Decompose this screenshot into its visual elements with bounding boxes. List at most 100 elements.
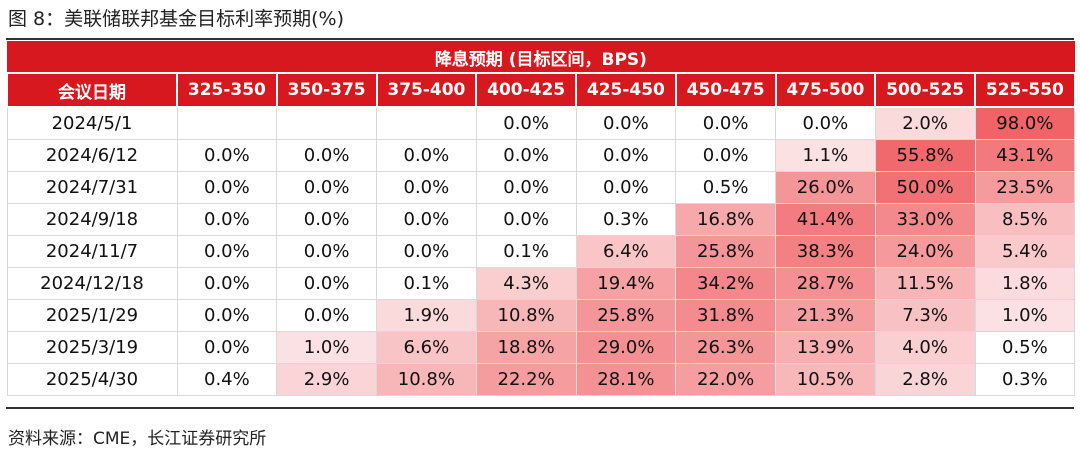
table-row: 2024/5/1 0.0% 0.0% 0.0% 0.0% 2.0% 98.0%	[6, 106, 1076, 140]
column-header-range: 450-475	[674, 72, 777, 108]
table-row: 2024/7/31 0.0% 0.0% 0.0% 0.0% 0.0% 0.5% 26.0% 50…	[6, 171, 1076, 204]
meeting-date-cell: 2025/4/30	[6, 363, 178, 396]
table-row: 2025/3/19 0.0% 1.0% 6.6% 18.8% 29.0% 26.3% 13.9…	[6, 331, 1076, 364]
probability-cell: 0.0%	[376, 235, 477, 268]
probability-cell: 0.0%	[176, 299, 278, 332]
probability-cell	[176, 106, 278, 140]
meeting-date-cell: 2025/1/29	[6, 299, 178, 332]
table-row: 2024/9/18 0.0% 0.0% 0.0% 0.0% 0.3% 16.8% 41.4% 3…	[6, 203, 1076, 236]
probability-cell: 38.3%	[775, 235, 876, 268]
probability-cell: 2.8%	[874, 363, 976, 396]
probability-cell: 0.3%	[575, 203, 677, 236]
probability-cell: 1.9%	[376, 299, 477, 332]
probability-cell: 25.8%	[675, 235, 776, 268]
column-header-range: 325-350	[176, 72, 278, 108]
probability-cell: 29.0%	[575, 331, 677, 364]
probability-cell: 0.0%	[176, 203, 278, 236]
table-wrapper: 降息预期 (目标区间，BPS) 会议日期 325-350 350-375 375-40…	[6, 41, 1076, 396]
probability-cell: 98.0%	[974, 106, 1076, 140]
probability-cell: 4.0%	[874, 331, 976, 364]
probability-cell: 26.0%	[775, 171, 876, 204]
meeting-date-cell: 2024/5/1	[6, 106, 178, 140]
probability-cell: 0.0%	[276, 267, 377, 300]
probability-cell: 0.0%	[276, 139, 377, 172]
column-header-range: 400-425	[475, 72, 577, 108]
probability-cell: 0.0%	[575, 171, 677, 204]
probability-cell: 8.5%	[974, 203, 1076, 236]
probability-cell: 0.0%	[475, 171, 577, 204]
probability-cell: 2.9%	[276, 363, 377, 396]
probability-cell: 0.4%	[176, 363, 278, 396]
probability-cell	[376, 106, 477, 140]
probability-cell: 0.0%	[475, 203, 577, 236]
probability-cell: 50.0%	[874, 171, 976, 204]
table-row: 2024/11/7 0.0% 0.0% 0.0% 0.1% 6.4% 25.8% 38.3% 2…	[6, 235, 1076, 268]
probability-cell: 6.4%	[575, 235, 677, 268]
probability-cell: 41.4%	[775, 203, 876, 236]
figure-title: 图 8：美联储联邦基金目标利率预期(%)	[8, 8, 345, 30]
probability-cell: 33.0%	[874, 203, 976, 236]
probability-cell: 0.3%	[974, 363, 1076, 396]
probability-cell: 4.3%	[475, 267, 577, 300]
probability-cell: 0.0%	[276, 171, 377, 204]
probability-cell: 5.4%	[974, 235, 1076, 268]
probability-cell: 2.0%	[874, 106, 976, 140]
probability-cell: 0.0%	[176, 171, 278, 204]
probability-cell: 1.0%	[276, 331, 377, 364]
probability-cell: 0.0%	[376, 139, 477, 172]
probability-cell: 22.2%	[475, 363, 577, 396]
meeting-date-cell: 2024/12/18	[6, 267, 178, 300]
probability-cell: 0.0%	[575, 139, 677, 172]
probability-cell: 0.0%	[675, 139, 776, 172]
probability-cell: 0.1%	[475, 235, 577, 268]
probability-cell: 28.1%	[575, 363, 677, 396]
probability-cell: 55.8%	[874, 139, 976, 172]
rate-probability-table: 降息预期 (目标区间，BPS) 会议日期 325-350 350-375 375-40…	[6, 41, 1076, 396]
probability-cell: 7.3%	[874, 299, 976, 332]
probability-cell: 0.0%	[276, 235, 377, 268]
top-rule	[6, 38, 1074, 40]
probability-cell: 0.5%	[675, 171, 776, 204]
meeting-date-cell: 2024/7/31	[6, 171, 178, 204]
column-header-row: 会议日期 325-350 350-375 375-400 400-425 425-450 4…	[6, 72, 1076, 108]
probability-cell: 0.0%	[376, 203, 477, 236]
probability-cell: 10.8%	[475, 299, 577, 332]
column-header-range: 375-400	[375, 72, 478, 108]
probability-cell: 0.0%	[176, 267, 278, 300]
source-note: 资料来源：CME，长江证券研究所	[8, 429, 267, 449]
probability-cell: 0.0%	[176, 139, 278, 172]
column-header-date: 会议日期	[6, 72, 178, 108]
probability-cell: 11.5%	[874, 267, 976, 300]
probability-cell: 43.1%	[974, 139, 1076, 172]
probability-cell: 23.5%	[974, 171, 1076, 204]
table-row: 2025/1/29 0.0% 0.0% 1.9% 10.8% 25.8% 31.8% 21.3…	[6, 299, 1076, 332]
column-header-range: 525-550	[974, 72, 1076, 108]
probability-cell: 0.0%	[475, 106, 577, 140]
probability-cell: 19.4%	[575, 267, 677, 300]
table-row: 2025/4/30 0.4% 2.9% 10.8% 22.2% 28.1% 22.0% 10.…	[6, 363, 1076, 396]
probability-cell: 0.0%	[276, 203, 377, 236]
probability-cell: 31.8%	[675, 299, 776, 332]
table-row: 2024/6/12 0.0% 0.0% 0.0% 0.0% 0.0% 0.0% 1.1% 55.…	[6, 139, 1076, 172]
probability-cell: 0.0%	[675, 106, 776, 140]
table-row: 2024/12/18 0.0% 0.0% 0.1% 4.3% 19.4% 34.2% 28.7…	[6, 267, 1076, 300]
bottom-rule	[6, 407, 1074, 409]
probability-cell: 18.8%	[475, 331, 577, 364]
probability-cell: 10.8%	[376, 363, 477, 396]
probability-cell: 0.0%	[176, 331, 278, 364]
probability-cell: 0.1%	[376, 267, 477, 300]
probability-cell: 13.9%	[775, 331, 876, 364]
probability-cell: 25.8%	[575, 299, 677, 332]
probability-cell: 6.6%	[376, 331, 477, 364]
probability-cell: 0.0%	[276, 299, 377, 332]
probability-cell: 0.0%	[475, 139, 577, 172]
probability-cell: 21.3%	[775, 299, 876, 332]
probability-cell: 16.8%	[675, 203, 776, 236]
probability-cell: 10.5%	[775, 363, 876, 396]
probability-cell: 22.0%	[675, 363, 776, 396]
probability-cell: 28.7%	[775, 267, 876, 300]
probability-cell: 0.0%	[775, 106, 876, 140]
probability-cell: 0.5%	[974, 331, 1076, 364]
probability-cell: 1.1%	[775, 139, 876, 172]
